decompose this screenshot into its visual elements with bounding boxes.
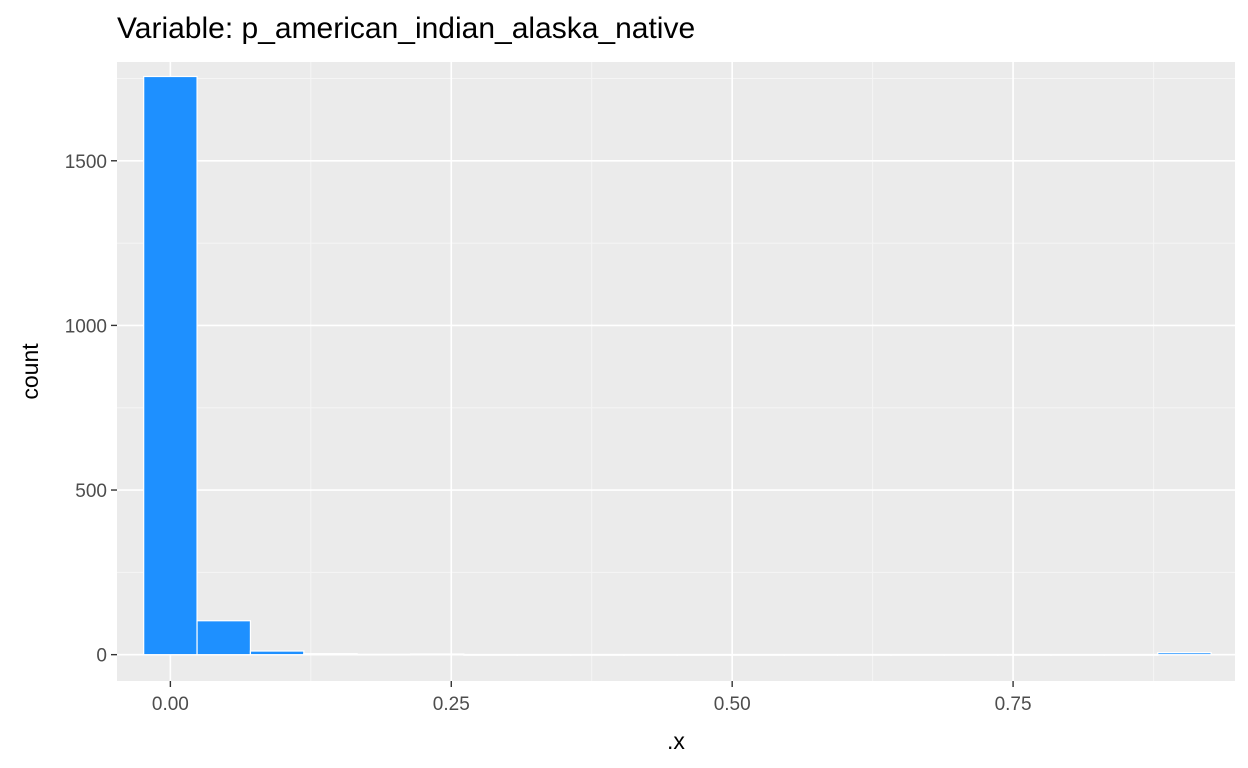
histogram-bar [623, 654, 679, 656]
histogram-bar [997, 654, 1052, 656]
histogram-bar [143, 75, 198, 656]
minor-gridlines [117, 62, 1235, 681]
x-axis-ticks: 0.00 0.25 0.50 0.75 [152, 681, 1032, 715]
histogram-bar [570, 654, 625, 656]
y-tick-label: 500 [75, 481, 107, 502]
histogram-bar [516, 654, 572, 656]
histogram-bar [730, 654, 785, 656]
histogram-bar [943, 654, 999, 656]
histogram-bar [196, 620, 252, 656]
histogram-bar [356, 653, 412, 656]
plot-panel [117, 62, 1235, 681]
x-tick-label: 0.75 [995, 694, 1032, 715]
y-axis-title: count [17, 343, 43, 400]
histogram-bar [463, 654, 518, 656]
histogram-bar [409, 653, 465, 656]
histogram-bar [249, 650, 305, 656]
histogram-bar [676, 654, 732, 656]
histogram-bar [890, 654, 945, 656]
y-tick-label: 0 [96, 646, 107, 667]
y-axis-ticks: 0 500 1000 1500 [65, 152, 117, 667]
y-tick-label: 1500 [65, 152, 107, 173]
histogram-bar [303, 653, 358, 656]
histogram-bar [1157, 652, 1212, 656]
x-tick-label: 0.50 [714, 694, 751, 715]
chart-title: Variable: p_american_indian_alaska_nativ… [117, 12, 696, 45]
x-axis-title: .x [667, 728, 685, 754]
histogram-bar [1050, 654, 1105, 656]
histogram-bars [143, 75, 1212, 656]
histogram-bar [1103, 654, 1159, 656]
histogram-bar [783, 654, 839, 656]
histogram-bar [836, 654, 892, 656]
x-tick-label: 0.25 [433, 694, 470, 715]
y-tick-label: 1000 [65, 316, 107, 337]
x-tick-label: 0.00 [152, 694, 189, 715]
